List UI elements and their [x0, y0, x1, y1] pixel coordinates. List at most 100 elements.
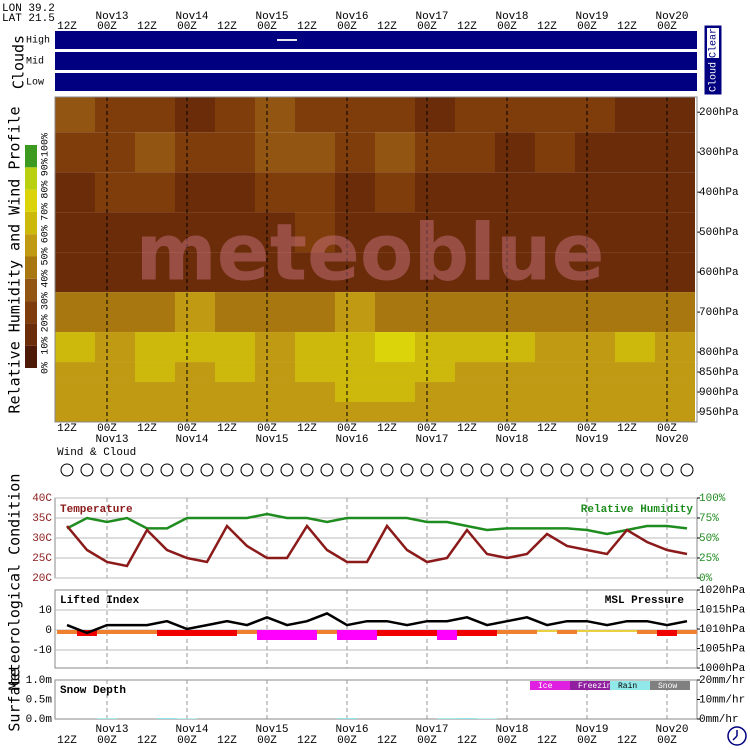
rh-cell	[175, 132, 215, 173]
cloud-symbol	[440, 463, 454, 477]
lifted-index-bar	[437, 630, 457, 640]
rh-cell	[655, 402, 695, 422]
y2-tick-label: 20mm/hr	[699, 675, 745, 687]
rh-cell	[255, 292, 295, 333]
cloud-symbol	[280, 463, 294, 477]
rh-cell	[55, 212, 95, 253]
cloud-row-label: Mid	[26, 56, 44, 68]
scale-label: 70%	[41, 203, 52, 221]
time-label: 00Z	[417, 735, 437, 747]
legend-label: Rain	[618, 682, 637, 691]
lifted-index-bar	[637, 630, 657, 634]
rh-cell	[255, 132, 295, 173]
rh-cell	[535, 132, 575, 173]
cloud-symbol	[160, 463, 174, 477]
rh-cell	[575, 212, 615, 253]
rh-cell	[615, 362, 655, 383]
lifted-index-bar	[517, 630, 537, 634]
rh-cell	[175, 382, 215, 403]
rh-cell	[255, 97, 295, 133]
rh-cell	[135, 132, 175, 173]
rh-cell	[215, 292, 255, 333]
rh-cell	[215, 252, 255, 293]
rh-cell	[295, 332, 335, 363]
lifted-index-bar	[237, 630, 257, 634]
rh-cell	[215, 212, 255, 253]
rh-cell	[655, 97, 695, 133]
rain-bar	[157, 718, 177, 719]
rh-cell	[655, 332, 695, 363]
rh-cell	[55, 292, 95, 333]
rh-cell	[55, 252, 95, 293]
rh-cell	[95, 332, 135, 363]
cloud-symbol	[80, 463, 94, 477]
y-tick-label: 10	[39, 605, 52, 617]
time-label: 00Z	[177, 21, 197, 33]
rh-cell	[95, 362, 135, 383]
rh-cell	[335, 172, 375, 213]
time-label: 00Z	[97, 735, 117, 747]
rh-cell	[295, 402, 335, 422]
lifted-index-bar	[197, 630, 217, 636]
time-label: 12Z	[57, 735, 77, 747]
rain-bar	[337, 718, 357, 719]
rh-cell	[135, 332, 175, 363]
time-label: 12Z	[217, 21, 237, 33]
rh-cell	[575, 362, 615, 383]
y-tick-label: 20C	[32, 573, 52, 585]
rh-cell	[95, 292, 135, 333]
rh-cell	[615, 332, 655, 363]
time-label: 00Z	[337, 21, 357, 33]
rh-cell	[655, 172, 695, 213]
lifted-index-bar	[317, 630, 337, 634]
series-line	[66, 523, 688, 568]
cloud-symbol	[260, 463, 274, 477]
lifted-index-bar	[597, 630, 617, 632]
rh-cell	[415, 362, 455, 383]
scale-label: 20%	[41, 314, 52, 332]
time-label: 00Z	[417, 423, 437, 435]
rh-cell	[255, 212, 295, 253]
cloud-symbol	[520, 463, 534, 477]
rain-bar	[177, 718, 197, 719]
rh-cell	[295, 382, 335, 403]
rh-cell	[175, 252, 215, 293]
day-label: Nov18	[495, 434, 528, 446]
rh-cell	[135, 97, 175, 133]
cloud-symbol	[420, 463, 434, 477]
time-label: 12Z	[617, 21, 637, 33]
legend-swatch	[570, 681, 610, 690]
y-tick-label: 25C	[32, 553, 52, 565]
rh-cell	[455, 292, 495, 333]
lifted-index-bar	[177, 630, 197, 636]
time-label: 00Z	[577, 21, 597, 33]
profile-frame	[54, 96, 698, 423]
rh-cell	[455, 382, 495, 403]
rh-cell	[415, 382, 455, 403]
lifted-index-bar	[277, 630, 297, 640]
rh-cell	[55, 172, 95, 213]
day-label: Nov16	[335, 11, 368, 23]
rh-cell	[255, 332, 295, 363]
rh-cell	[455, 402, 495, 422]
watermark: meteoblue	[136, 208, 605, 298]
rh-cell	[95, 212, 135, 253]
cloud-symbol	[360, 463, 374, 477]
legend-swatch	[530, 681, 570, 690]
series-line	[66, 612, 688, 635]
cloud-symbol	[600, 463, 614, 477]
time-label: 00Z	[577, 735, 597, 747]
rh-cell	[495, 172, 535, 213]
lifted-index-bar	[657, 630, 677, 636]
lifted-index-bar	[557, 630, 577, 634]
scale-label: 0%	[41, 362, 52, 374]
day-label: Nov20	[655, 724, 688, 736]
cloud-row	[55, 31, 697, 49]
rh-cell	[615, 132, 655, 173]
rh-cell	[335, 292, 375, 333]
time-label: 12Z	[377, 735, 397, 747]
time-label: 00Z	[497, 21, 517, 33]
rh-cell	[455, 212, 495, 253]
time-label: 00Z	[257, 21, 277, 33]
lifted-index-bar	[157, 630, 177, 636]
